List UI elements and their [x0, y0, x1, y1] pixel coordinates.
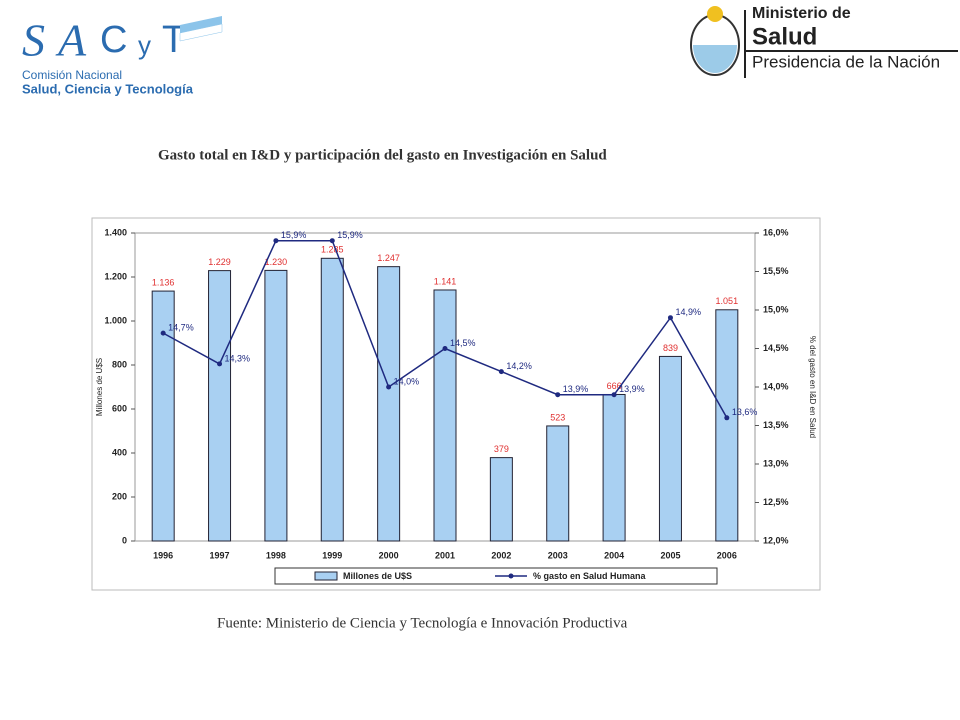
y2-tick-label: 12,5% [763, 497, 789, 507]
flag [180, 16, 222, 33]
line-label: 13,9% [619, 384, 645, 394]
y-tick-label: 800 [112, 359, 127, 369]
y2-tick-label: 16,0% [763, 227, 789, 237]
y-tick-label: 600 [112, 403, 127, 413]
bar [377, 266, 401, 542]
line-label: 14,7% [168, 322, 194, 332]
y-tick-label: 1.400 [104, 227, 127, 237]
y-tick-label: 1.200 [104, 271, 127, 281]
y-tick-label: 400 [112, 447, 127, 457]
chart-frame [91, 217, 821, 591]
logo-letter: S [22, 15, 45, 66]
logo-left: S A C y T Comisión Nacional Salud, Cienc… [22, 15, 223, 96]
bar [715, 309, 739, 542]
line-point [160, 330, 166, 336]
x-tick-label: 2000 [379, 550, 399, 560]
source: Fuente: Ministerio de Ciencia y Tecnolog… [217, 615, 628, 631]
line-point [667, 315, 673, 321]
line-point [329, 238, 335, 244]
line-point [217, 361, 223, 367]
line-point [386, 384, 392, 390]
bar-label: 1.285 [321, 245, 344, 255]
x-tick-label: 2006 [717, 550, 737, 560]
x-tick-label: 1999 [322, 550, 342, 560]
y-tick-label: 0 [122, 535, 127, 545]
y2-tick-label: 13,0% [763, 458, 789, 468]
ministry: Salud [752, 23, 817, 50]
sun [707, 6, 723, 22]
line-label: 15,9% [281, 230, 307, 240]
logo-subtitle: Comisión Nacional [22, 68, 122, 82]
bar-label: 1.141 [434, 276, 457, 286]
logo-letter: C [100, 19, 127, 61]
legend-swatch [508, 573, 514, 579]
line-label: 14,9% [675, 307, 701, 317]
bar [208, 270, 232, 542]
bar [546, 425, 570, 542]
line-label: 14,3% [225, 353, 251, 363]
x-tick-label: 2004 [604, 550, 624, 560]
logo-subtitle: Salud, Ciencia y Tecnología [22, 81, 194, 96]
line-point [724, 415, 730, 421]
bar-label: 1.247 [377, 253, 400, 263]
line-point [611, 392, 617, 398]
y2-tick-label: 13,5% [763, 420, 789, 430]
line-point [273, 238, 279, 244]
bar-label: 1.230 [265, 257, 288, 267]
presidency: Presidencia de la Nación [752, 52, 940, 71]
bar [433, 289, 457, 542]
bar-label: 666 [607, 381, 622, 391]
y-axis-label: Millones de U$S [95, 358, 104, 416]
flag [179, 23, 223, 42]
bar-label: 379 [494, 444, 509, 454]
y2-tick-label: 15,5% [763, 266, 789, 276]
bar [320, 257, 344, 542]
chart-title: Gasto total en I&D y participación del g… [158, 147, 607, 163]
logo-letter: A [55, 15, 87, 66]
x-tick-label: 2005 [660, 550, 680, 560]
x-tick-label: 1998 [266, 550, 286, 560]
x-tick-label: 2001 [435, 550, 455, 560]
bar [658, 355, 682, 542]
y2-tick-label: 12,0% [763, 535, 789, 545]
ministry: Ministerio de [752, 5, 851, 22]
logo-letter: T [162, 19, 185, 61]
line-label: 14,2% [506, 361, 532, 371]
bar [602, 393, 626, 542]
bar [151, 290, 175, 542]
x-tick-label: 1997 [210, 550, 230, 560]
line-label: 14,5% [450, 338, 476, 348]
x-tick-label: 1996 [153, 550, 173, 560]
bar [264, 269, 288, 542]
bar-label: 1.051 [716, 296, 739, 306]
line-point [555, 392, 561, 398]
bar-label: 1.136 [152, 277, 175, 287]
logo-right: Ministerio de Salud Presidencia de la Na… [690, 5, 958, 78]
legend-label: % gasto en Salud Humana [533, 571, 647, 581]
x-tick-label: 2002 [491, 550, 511, 560]
y-tick-label: 200 [112, 491, 127, 501]
y-tick-label: 1.000 [104, 315, 127, 325]
legend-label: Millones de U$S [343, 571, 412, 581]
y2-tick-label: 15,0% [763, 304, 789, 314]
line-label: 13,9% [563, 384, 589, 394]
bar-label: 523 [550, 412, 565, 422]
legend-swatch [314, 571, 338, 581]
line-label: 13,6% [732, 407, 758, 417]
line-label: 15,9% [337, 230, 363, 240]
line-point [498, 369, 504, 375]
bar-label: 1.229 [208, 257, 231, 267]
x-tick-label: 2003 [548, 550, 568, 560]
line-label: 14,0% [394, 376, 420, 386]
bar-label: 839 [663, 343, 678, 353]
y2-tick-label: 14,0% [763, 381, 789, 391]
line-point [442, 346, 448, 351]
logo-letter: y [138, 30, 151, 60]
y2-tick-label: 14,5% [763, 343, 789, 353]
y2-axis-label: % del gasto en I&D en Salud [808, 336, 817, 438]
bar [489, 457, 513, 542]
shield [693, 45, 737, 73]
